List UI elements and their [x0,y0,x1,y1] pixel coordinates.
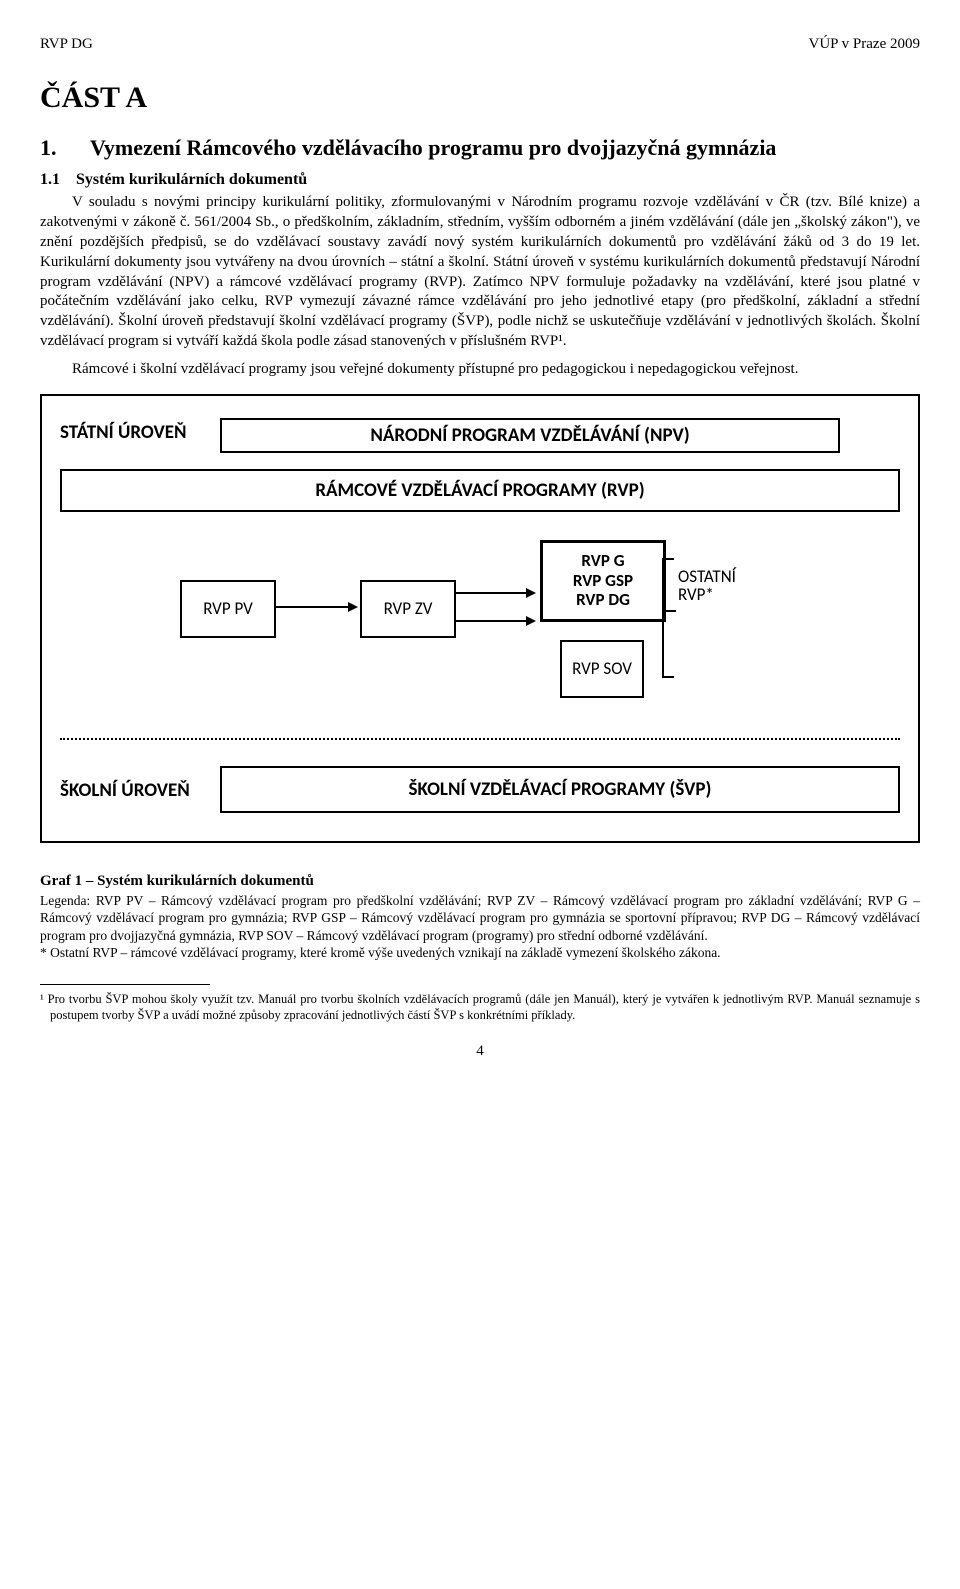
chapter-heading: 1. Vymezení Rámcového vzdělávacího progr… [40,135,920,161]
paragraph-1: V souladu s novými principy kurikulární … [40,193,920,351]
npv-box: NÁRODNÍ PROGRAM VZDĚLÁVÁNÍ (NPV) [220,418,840,453]
chapter-title: Vymezení Rámcového vzdělávacího programu… [62,135,776,160]
chapter-num: 1. [40,135,57,160]
programs-area: RVP PV RVP ZV RVP G RVP GSP RVP DG RVP S… [60,540,900,730]
page: RVP DG VÚP v Praze 2009 ČÁST A 1. Vymeze… [0,0,960,1100]
header-right: VÚP v Praze 2009 [808,36,920,53]
rvp-g-box: RVP G RVP GSP RVP DG [540,540,666,622]
level-divider [60,738,900,740]
figure-caption: Graf 1 – Systém kurikulárních dokumentů [40,873,920,890]
footnote-rule [40,984,210,985]
legend-text: Legenda: RVP PV – Rámcový vzdělávací pro… [40,892,920,945]
part-heading: ČÁST A [40,81,920,115]
rvp-ostatni-label: OSTATNÍ RVP* [678,568,766,605]
rvp-g-text: RVP G RVP GSP RVP DG [573,551,633,610]
rvp-box: RÁMCOVÉ VZDĚLÁVACÍ PROGRAMY (RVP) [60,469,900,512]
school-level-row: ŠKOLNÍ ÚROVEŇ ŠKOLNÍ VZDĚLÁVACÍ PROGRAMY… [60,766,900,813]
svp-box: ŠKOLNÍ VZDĚLÁVACÍ PROGRAMY (ŠVP) [220,766,900,813]
running-header: RVP DG VÚP v Praze 2009 [40,36,920,53]
rvp-zv-box: RVP ZV [360,580,456,638]
footnote-1: ¹ Pro tvorbu ŠVP mohou školy využít tzv.… [40,991,920,1024]
paragraph-2: Rámcové i školní vzdělávací programy jso… [40,360,920,380]
state-level-row: STÁTNÍ ÚROVEŇ NÁRODNÍ PROGRAM VZDĚLÁVÁNÍ… [60,418,900,453]
school-level-label: ŠKOLNÍ ÚROVEŇ [60,776,190,802]
page-number: 4 [40,1043,920,1060]
section-num: 1.1 [40,171,60,188]
legend-asterisk: * Ostatní RVP – rámcové vzdělávací progr… [40,944,920,962]
rvp-sov-box: RVP SOV [560,640,644,698]
header-left: RVP DG [40,36,93,53]
state-level-label: STÁTNÍ ÚROVEŇ [60,418,190,444]
rvp-pv-box: RVP PV [180,580,276,638]
diagram-frame: STÁTNÍ ÚROVEŇ NÁRODNÍ PROGRAM VZDĚLÁVÁNÍ… [40,394,920,843]
section-heading: 1.1 Systém kurikulárních dokumentů [40,171,920,189]
section-title: Systém kurikulárních dokumentů [64,171,307,188]
